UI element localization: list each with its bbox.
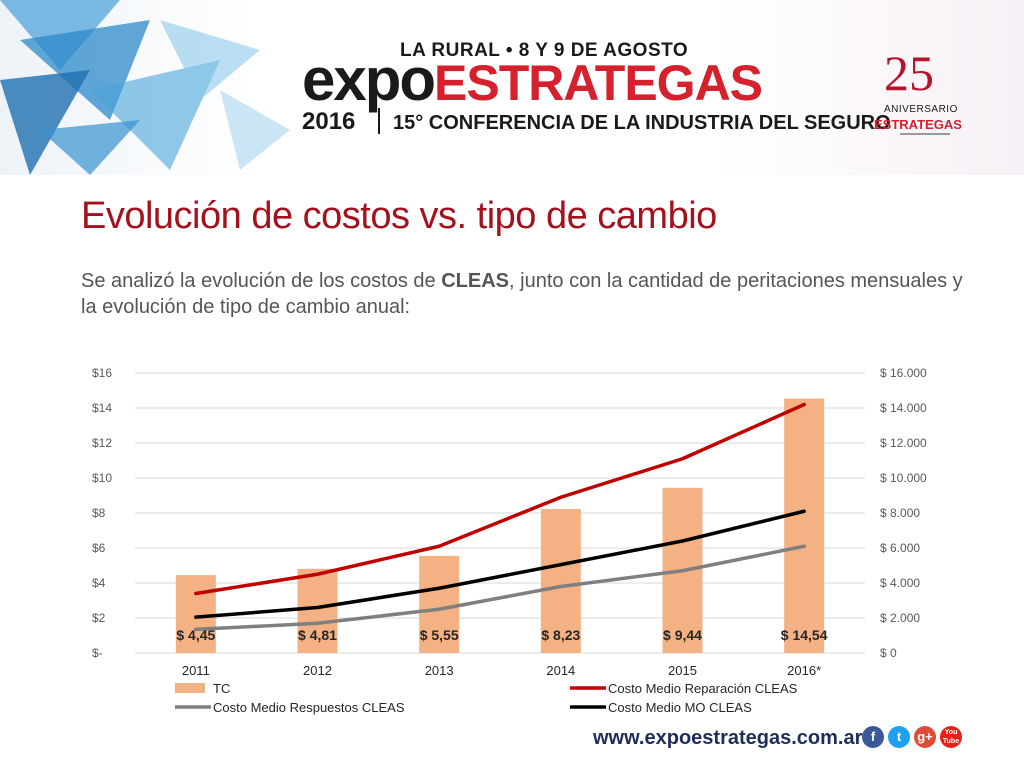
event-date-line: LA RURAL • 8 Y 9 DE AGOSTO bbox=[400, 40, 689, 61]
brand-estrategas: ESTRATEGAS bbox=[434, 55, 763, 111]
series-point bbox=[681, 569, 684, 573]
legend-label: Costo Medio Reparación CLEAS bbox=[608, 681, 798, 696]
bar-tc bbox=[540, 508, 581, 653]
series-point bbox=[316, 621, 319, 625]
series-point bbox=[802, 544, 806, 548]
series-point bbox=[559, 563, 563, 567]
legend-label: TC bbox=[213, 681, 230, 696]
legend-swatch-bar bbox=[175, 683, 205, 693]
series-line bbox=[194, 509, 806, 619]
bar-data-label: $ 9,44 bbox=[663, 627, 702, 643]
left-axis-tick-label: $16 bbox=[92, 366, 112, 380]
series-point bbox=[194, 615, 198, 619]
series-point bbox=[316, 606, 319, 609]
subtitle-text-pre: Se analizó la evolución de los costos de bbox=[81, 270, 442, 292]
event-year: 2016 bbox=[302, 108, 356, 135]
right-axis-tick-label: $ 16.000 bbox=[880, 366, 927, 380]
left-axis-tick-label: $14 bbox=[92, 401, 112, 415]
anniversary-underline bbox=[900, 133, 950, 135]
series-line bbox=[194, 402, 806, 596]
bar-tc bbox=[175, 575, 216, 653]
series-point bbox=[559, 495, 563, 499]
right-axis-tick-label: $ 12.000 bbox=[880, 436, 927, 450]
facebook-icon[interactable]: f bbox=[862, 726, 884, 748]
left-axis-tick-label: $4 bbox=[92, 576, 106, 590]
left-axis-tick-label: $2 bbox=[92, 611, 106, 625]
event-logo: expoESTRATEGAS bbox=[302, 50, 763, 111]
series-point bbox=[316, 572, 319, 576]
right-axis-tick-label: $ 8.000 bbox=[880, 506, 920, 520]
x-axis-tick-label: 2014 bbox=[546, 663, 575, 678]
youtube-icon[interactable]: You Tube bbox=[940, 726, 962, 748]
bar-tc bbox=[784, 398, 825, 653]
x-axis-tick-label: 2016* bbox=[787, 663, 821, 678]
series-point bbox=[559, 585, 563, 588]
left-axis-tick-label: $- bbox=[92, 646, 103, 660]
geometric-decoration bbox=[0, 0, 290, 175]
x-axis-tick-label: 2012 bbox=[303, 663, 332, 678]
right-axis-tick-label: $ 0 bbox=[880, 646, 897, 660]
divider bbox=[378, 108, 380, 134]
bar-data-label: $ 14,54 bbox=[781, 627, 828, 643]
bar-data-label: $ 4,45 bbox=[176, 627, 215, 643]
left-axis-tick-label: $8 bbox=[92, 506, 106, 520]
bar-tc bbox=[297, 568, 338, 653]
subtitle-text-post: , junto con la cantidad de peritaciones … bbox=[81, 270, 963, 318]
bar-data-label: $ 5,55 bbox=[420, 627, 459, 643]
series-point bbox=[194, 627, 198, 631]
header-banner: LA RURAL • 8 Y 9 DE AGOSTO expoESTRATEGA… bbox=[0, 0, 1024, 175]
series-point bbox=[437, 586, 441, 590]
left-axis-tick-label: $12 bbox=[92, 436, 112, 450]
series-line bbox=[194, 544, 806, 632]
x-axis-tick-label: 2013 bbox=[425, 663, 454, 678]
right-axis-tick-label: $ 6.000 bbox=[880, 541, 920, 555]
legend-label: Costo Medio MO CLEAS bbox=[608, 700, 752, 715]
right-axis-tick-label: $ 2.000 bbox=[880, 611, 920, 625]
brand-expo: expo bbox=[302, 46, 436, 113]
series-point bbox=[802, 509, 806, 513]
conference-name: 15° CONFERENCIA DE LA INDUSTRIA DEL SEGU… bbox=[393, 112, 891, 134]
bar-tc bbox=[419, 555, 460, 653]
series-point bbox=[802, 403, 806, 406]
anniversary-brand: ESTRATEGAS bbox=[874, 117, 962, 132]
series-point bbox=[437, 544, 441, 548]
x-axis-tick-label: 2015 bbox=[668, 663, 697, 678]
right-axis-tick-label: $ 14.000 bbox=[880, 401, 927, 415]
anniversary-word: ANIVERSARIO bbox=[884, 104, 958, 115]
anniversary-number: 25 bbox=[884, 45, 934, 101]
bar-data-label: $ 4,81 bbox=[298, 627, 337, 643]
left-axis-tick-label: $10 bbox=[92, 471, 112, 485]
series-point bbox=[681, 539, 684, 543]
right-axis-tick-label: $ 4.000 bbox=[880, 576, 920, 590]
right-axis-tick-label: $ 10.000 bbox=[880, 471, 927, 485]
legend-label: Costo Medio Respuestos CLEAS bbox=[213, 700, 405, 715]
left-axis-tick-label: $6 bbox=[92, 541, 106, 555]
footer-url[interactable]: www.expoestrategas.com.ar bbox=[593, 727, 863, 749]
x-axis-tick-label: 2011 bbox=[182, 663, 210, 678]
bar-data-label: $ 8,23 bbox=[541, 627, 580, 643]
slide-title: Evolución de costos vs. tipo de cambio bbox=[81, 195, 717, 237]
subtitle-text-bold: CLEAS bbox=[441, 270, 510, 292]
google-plus-icon[interactable]: g+ bbox=[914, 726, 936, 748]
series-point bbox=[681, 457, 684, 461]
twitter-icon[interactable]: t bbox=[888, 726, 910, 748]
series-point bbox=[194, 592, 198, 595]
slide-subtitle: Se analizó la evolución de los costos de… bbox=[81, 268, 981, 320]
cost-vs-exchange-chart: $- $2 $4 $6 $8 $10 $12 $14 $16 $ 0 $ 2.000 $ 4.000 $… bbox=[92, 366, 927, 715]
series-point bbox=[437, 607, 441, 611]
